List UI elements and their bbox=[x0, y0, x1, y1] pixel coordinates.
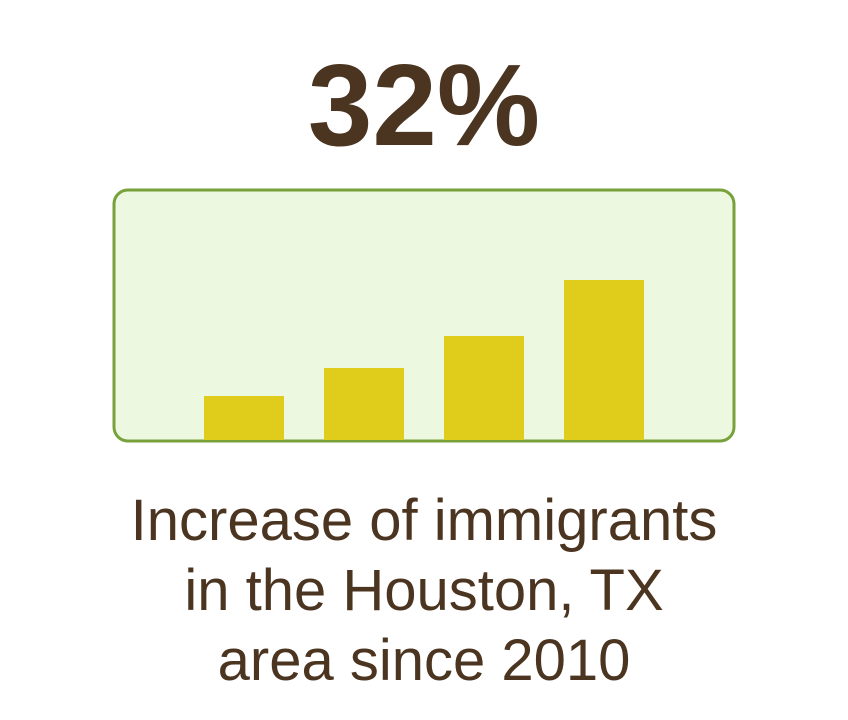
icon-bar bbox=[324, 368, 404, 440]
icon-bar bbox=[444, 336, 524, 440]
icon-bar bbox=[564, 280, 644, 440]
caption-line: area since 2010 bbox=[218, 628, 631, 693]
headline: 32% bbox=[308, 40, 540, 170]
caption-line: Increase of immigrants bbox=[131, 488, 718, 553]
icon-bar bbox=[204, 396, 284, 440]
caption-line: in the Houston, TX bbox=[184, 558, 663, 623]
